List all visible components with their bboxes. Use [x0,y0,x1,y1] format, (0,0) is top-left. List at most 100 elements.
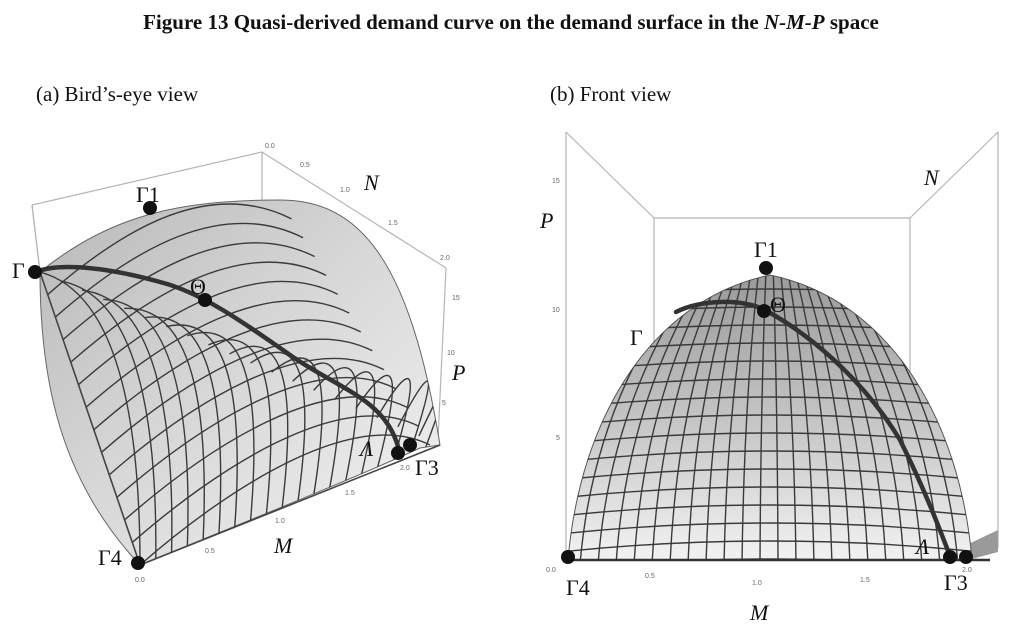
mesh-line [568,504,972,517]
panel-a-point-gamma1 [143,201,157,215]
panel-a-surface [39,199,441,566]
mesh-line [808,275,869,560]
panel-a-label-gamma1: Γ1 [136,182,160,207]
panel-b-label-gamma: Γ [630,325,643,350]
panel-b-point-lambda [943,550,957,564]
mesh-line [40,271,141,565]
panel-a-m-tick: 0.0 [135,577,145,584]
mesh-line [85,300,350,408]
mesh-line [145,316,222,534]
panel-a-label-theta: Θ [190,274,206,299]
panel-a-label-lambda: Λ [358,436,374,461]
panel-a-n-ticks: 0.0 0.5 1.0 1.5 2.0 [265,143,450,262]
mesh-line [355,374,394,471]
mesh-line [187,331,255,521]
panel-b-p-tick: 10 [552,307,560,314]
mesh-line [334,371,376,477]
panel-a-point-lambda [391,446,405,460]
panel-a-p-ticks: 15 10 5 [442,295,460,407]
mesh-line [124,307,205,540]
mesh-line [62,242,315,341]
panel-b-axis-p-label: P [539,208,553,233]
mesh-line [101,338,373,453]
panel-a-n-tick: 1.5 [388,220,398,227]
panel-b-m-tick: 0.5 [645,573,655,580]
mesh-line [166,324,238,528]
panel-a-m-tick: 1.5 [345,490,355,497]
panel-b-point-gamma4 [561,550,575,564]
mesh-line [815,275,887,560]
panel-b-p-ticks: 15 10 5 [552,178,560,442]
panel-a-m-tick: 1.0 [275,518,285,525]
panel-a-label-gamma3: Γ3 [415,455,439,480]
mesh-line [568,468,972,481]
mesh-line [568,522,972,535]
mesh-line [376,378,412,465]
panel-a-p-tick: 15 [452,295,460,302]
panel-b-label-gamma4: Γ4 [566,575,590,600]
mesh-line [779,275,797,560]
mesh-line [568,540,972,553]
figure-title-prefix: Figure 13 Quasi-derived demand curve on … [143,10,764,34]
panel-a-m-tick: 0.5 [205,548,215,555]
panel-b-demand-curve [673,299,953,559]
mesh-line [116,377,396,498]
panel-a-point-theta [198,293,212,307]
mesh-line [208,339,272,515]
panel-b-p-tick: 15 [552,178,560,185]
figure-title: Figure 13 Quasi-derived demand curve on … [0,10,1022,35]
panel-b-label-lambda: Λ [914,534,930,559]
panel-b-label-gamma1: Γ1 [754,237,778,262]
panel-b-p-tick: 5 [556,435,560,442]
panel-a-m-tick: 2.0 [400,465,410,472]
mesh-line [786,275,815,560]
panel-a-bounding-box [31,151,447,441]
panel-a-caption: (a) Bird’s-eye view [36,82,199,106]
mesh-line [124,396,408,521]
panel-a-graph: Γ Γ1 Θ Λ Γ3 Γ4 N P M 0.0 0.5 1.0 1.5 2.0… [12,143,465,584]
panel-b-axis-n-label: N [923,165,940,190]
mesh-line [801,275,851,560]
panel-a-n-tick: 0.0 [265,143,275,150]
panel-a-label-gamma4: Γ4 [98,545,122,570]
panel-a-axis-n-label: N [363,170,380,195]
mesh-line [439,384,440,446]
mesh-line [250,351,306,502]
panel-a-point-gamma4 [131,556,145,570]
panel-b-point-gamma1 [759,261,773,275]
panel-a-n-tick: 2.0 [440,255,450,262]
mesh-line [568,396,972,409]
panel-b-label-theta: Θ [770,292,786,317]
panel-b-caption: (b) Front view [550,82,672,106]
panel-b-m-tick: 1.5 [860,577,870,584]
panel-a-m-ticks: 0.0 0.5 1.0 1.5 2.0 [135,465,410,584]
mesh-line [108,357,385,476]
panel-b-graph: Γ Γ1 Θ Λ Γ3 Γ4 P N M 15 10 5 0.0 0.5 1.0… [539,131,999,625]
panel-b-m-ticks: 0.0 0.5 1.0 1.5 2.0 [546,567,972,587]
panel-b-axis-m-label: M [749,600,770,625]
panel-a-n-tick: 0.5 [300,162,310,169]
panel-a-point-gamma3 [403,438,417,452]
mesh-line [229,345,289,509]
panel-b-m-tick: 0.0 [546,567,556,574]
panel-b-label-gamma3: Γ3 [944,570,968,595]
mesh-line [103,298,189,547]
panel-a-axis-p-label: P [451,360,465,385]
mesh-line [82,289,173,553]
panel-a-p-tick: 5 [442,400,446,407]
mesh-line [568,432,972,445]
panel-b-m-tick: 1.0 [752,580,762,587]
panel-b-m-tick: 2.0 [962,567,972,574]
figure-title-space: N-M-P [763,10,825,34]
panel-a-axis-m-label: M [273,533,294,558]
mesh-line [687,275,738,560]
panel-a-label-gamma: Γ [12,258,25,283]
mesh-line [794,275,833,560]
panel-a-p-tick: 10 [447,350,455,357]
panel-b-point-gamma3 [959,550,973,564]
panel-a-demand-curve [33,264,403,458]
panel-a-base [39,271,441,566]
mesh-line [568,414,972,427]
panel-a-n-tick: 1.0 [340,187,350,194]
